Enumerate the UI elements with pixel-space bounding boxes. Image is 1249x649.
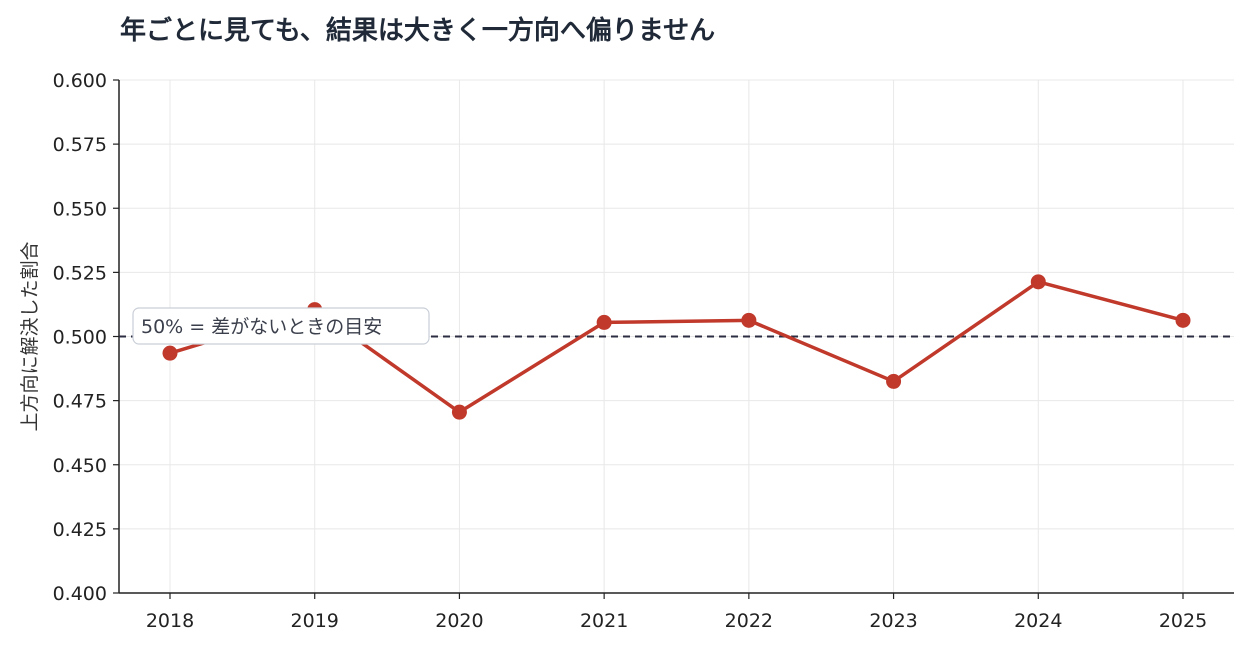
- y-tick-label: 0.575: [53, 134, 107, 156]
- x-tick-label: 2019: [291, 610, 339, 632]
- chart-title: 年ごとに見ても、結果は大きく一方向へ偏りません: [120, 16, 716, 46]
- y-tick-label: 0.425: [53, 519, 107, 541]
- y-axis-label: 上方向に解決した割合: [19, 241, 41, 431]
- y-tick-label: 0.600: [53, 70, 107, 92]
- y-tick-label: 0.500: [53, 327, 107, 349]
- x-tick-label: 2023: [869, 610, 917, 632]
- y-tick-label: 0.475: [53, 391, 107, 413]
- data-point: [596, 314, 612, 330]
- x-tick-label: 2022: [725, 610, 773, 632]
- reference-annotation-box: [132, 307, 430, 345]
- y-tick-label: 0.400: [53, 583, 107, 605]
- x-tick-label: 2021: [580, 610, 628, 632]
- y-tick-label: 0.525: [53, 262, 107, 284]
- x-tick-label: 2020: [435, 610, 483, 632]
- series-line: [169, 280, 1184, 414]
- data-point: [1030, 274, 1046, 290]
- y-tick-label: 0.550: [53, 198, 107, 220]
- reference-annotation-label: 50% = 差がないときの目安: [141, 316, 382, 338]
- data-point: [451, 404, 467, 420]
- x-tick-label: 2024: [1014, 610, 1062, 632]
- x-tick-label: 2025: [1159, 610, 1207, 632]
- data-point: [886, 373, 902, 389]
- data-point: [1175, 312, 1191, 328]
- x-tick-label: 2018: [146, 610, 194, 632]
- y-tick-label: 0.450: [53, 455, 107, 477]
- data-point: [741, 312, 757, 328]
- data-point: [162, 345, 178, 361]
